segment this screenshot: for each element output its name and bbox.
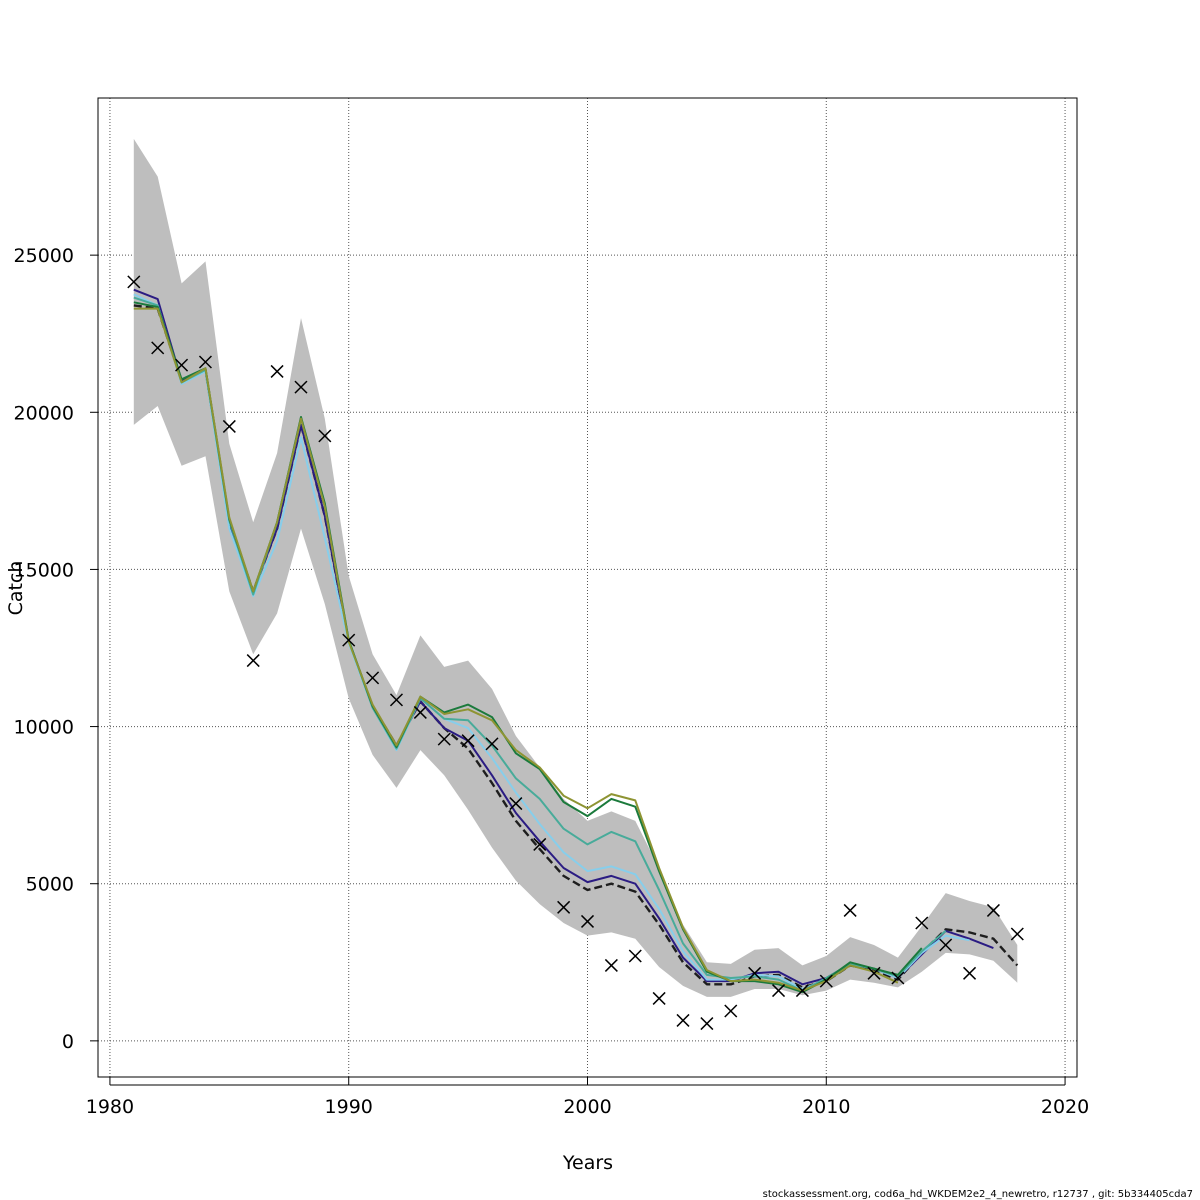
observation-stroke (389, 693, 404, 707)
confidence-band (133, 138, 1018, 997)
observation-stroke (748, 966, 762, 980)
x-tick-label: 2000 (563, 1096, 611, 1118)
observations-layer (127, 275, 1024, 1031)
footer-text: stockassessment.org, cod6a_hd_WKDEM2e2_4… (763, 1189, 1193, 1200)
x-tick-label: 2020 (1041, 1096, 1089, 1118)
observation-point (437, 732, 451, 746)
observation-point (915, 916, 929, 930)
observation-point (700, 1017, 714, 1031)
observation-point (724, 1004, 738, 1018)
axes-layer: 1980 1990 2000 2010 2020 0 5000 10000 15000 20000… (14, 245, 1090, 1118)
observation-stroke (342, 633, 356, 647)
observation-point (557, 900, 571, 914)
y-tick-label: 25000 (14, 245, 74, 267)
observation-point (748, 966, 762, 980)
x-tick-label: 1980 (86, 1096, 134, 1118)
observation-point (867, 966, 881, 980)
observation-point (604, 958, 618, 972)
observation-stroke (198, 355, 212, 369)
observation-stroke (795, 984, 809, 998)
x-axis-title: Years (562, 1152, 613, 1174)
observation-point (318, 429, 332, 443)
observation-stroke (533, 837, 547, 851)
observation-stroke (151, 341, 165, 355)
observation-point (175, 358, 189, 372)
observation-stroke (819, 974, 833, 988)
observation-point (222, 419, 236, 433)
observation-point (461, 734, 475, 748)
observation-stroke (318, 429, 332, 443)
observation-stroke (771, 984, 786, 998)
observation-stroke (628, 949, 642, 963)
observation-stroke (891, 971, 905, 985)
observation-point (795, 984, 809, 998)
observation-point (246, 654, 260, 668)
observation-point (533, 837, 547, 851)
confidence-band-layer (133, 138, 1018, 997)
observation-point (652, 991, 666, 1005)
observation-point (270, 364, 284, 378)
observation-point (676, 1013, 690, 1027)
observation-stroke (1010, 927, 1024, 941)
observation-stroke (127, 275, 141, 289)
observation-point (628, 949, 642, 963)
observation-point (151, 341, 165, 355)
observation-point (843, 903, 857, 917)
observation-stroke (580, 914, 595, 928)
observation-stroke (461, 734, 475, 748)
observation-stroke (724, 1004, 738, 1018)
observation-stroke (604, 958, 618, 972)
y-axis-title: Catch (5, 561, 27, 616)
x-tick-label: 2010 (802, 1096, 850, 1118)
observation-stroke (676, 1013, 690, 1027)
y-tick-label: 5000 (26, 874, 74, 896)
observation-stroke (437, 732, 451, 746)
observation-stroke (652, 991, 666, 1005)
observation-stroke (246, 654, 260, 668)
observation-point (509, 797, 523, 811)
observation-point (963, 966, 977, 980)
y-tick-label: 0 (62, 1031, 74, 1053)
observation-stroke (557, 900, 571, 914)
observation-point (939, 938, 953, 952)
observation-point (580, 914, 595, 928)
observation-point (1010, 927, 1024, 941)
observation-point (986, 903, 1000, 917)
observation-stroke (986, 903, 1000, 917)
observation-point (413, 705, 427, 719)
observation-stroke (843, 903, 857, 917)
observation-point (771, 984, 786, 998)
observation-stroke (939, 938, 953, 952)
x-tick-label: 1990 (325, 1096, 373, 1118)
observation-point (366, 671, 380, 685)
observation-stroke (413, 705, 427, 719)
observation-stroke (366, 671, 380, 685)
observation-stroke (509, 797, 523, 811)
observation-point (891, 971, 905, 985)
series-line-6 (133, 307, 899, 992)
observation-stroke (222, 419, 236, 433)
y-tick-label: 10000 (14, 717, 74, 739)
observation-point (485, 737, 499, 751)
observation-point (127, 275, 141, 289)
y-tick-label: 15000 (14, 559, 74, 581)
observation-stroke (175, 358, 189, 372)
observation-point (198, 355, 212, 369)
observation-stroke (915, 916, 929, 930)
y-tick-label: 20000 (14, 402, 74, 424)
observation-stroke (270, 364, 284, 378)
observation-stroke (700, 1017, 714, 1031)
observation-stroke (963, 966, 977, 980)
observation-stroke (485, 737, 499, 751)
observation-point (342, 633, 356, 647)
observation-point (294, 380, 308, 394)
observation-point (819, 974, 833, 988)
observation-stroke (294, 380, 308, 394)
observation-point (389, 693, 404, 707)
observation-stroke (867, 966, 881, 980)
